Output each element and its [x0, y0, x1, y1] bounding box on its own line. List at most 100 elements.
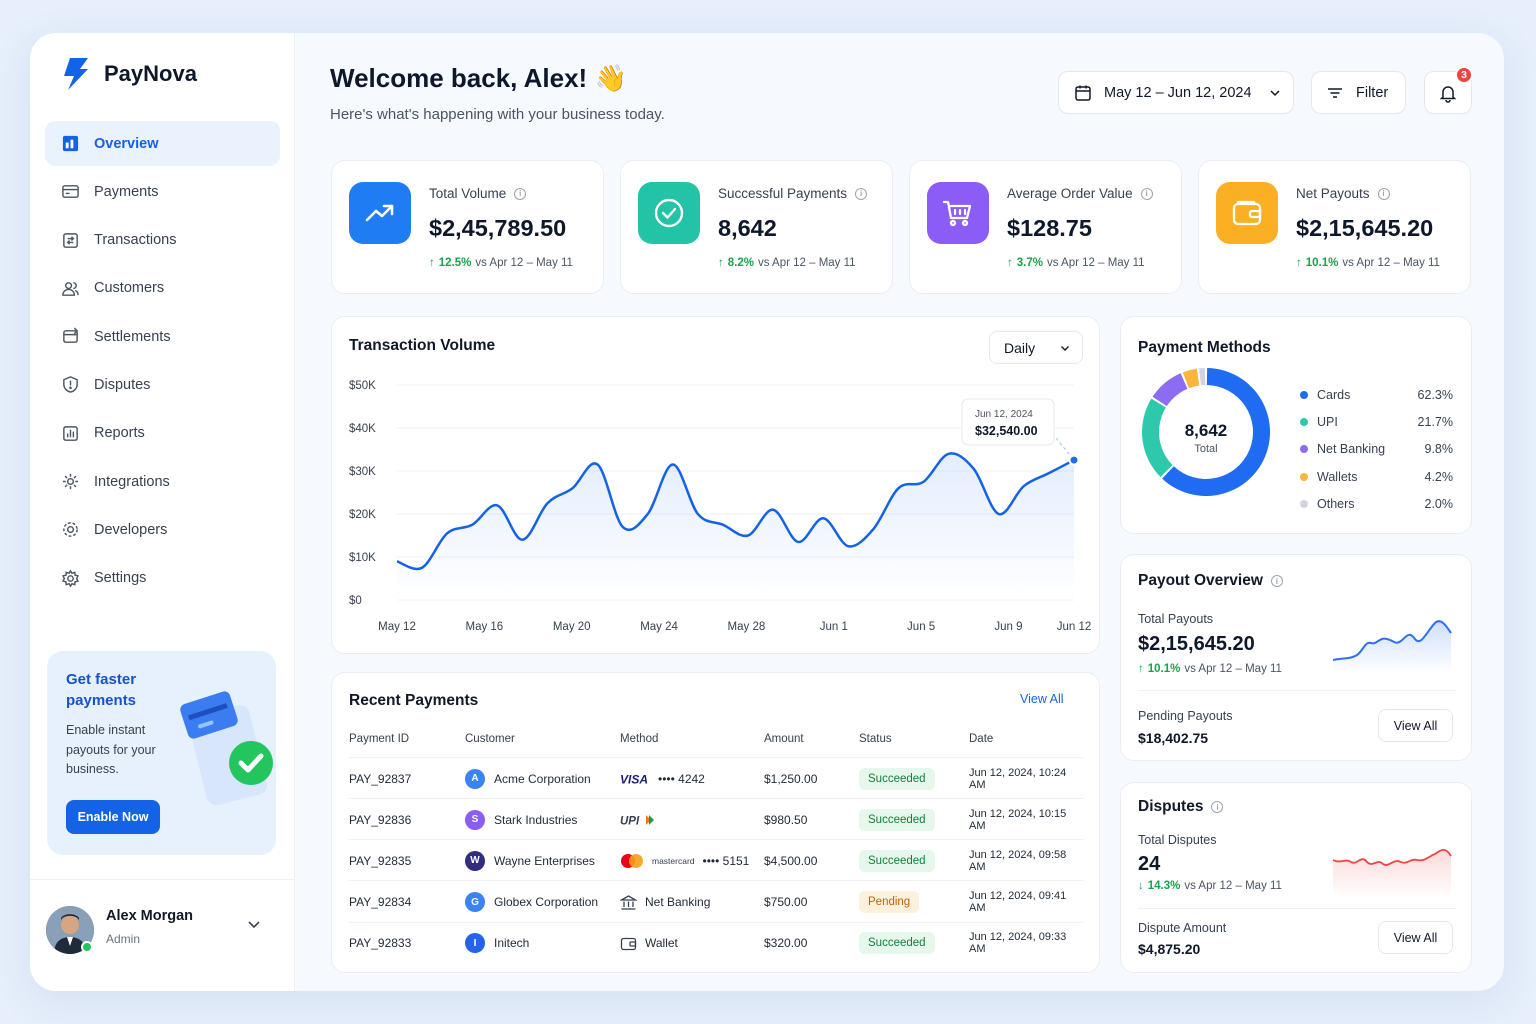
data-point[interactable] — [792, 536, 804, 548]
data-point[interactable] — [918, 476, 930, 488]
data-point[interactable] — [867, 523, 879, 535]
legend-item[interactable]: UPI 21.7% — [1300, 415, 1453, 429]
logo[interactable]: PayNova — [60, 57, 197, 91]
sidebar-item-payments[interactable]: Payments — [45, 169, 280, 214]
donut-slice-wallets[interactable] — [1182, 368, 1200, 389]
data-point[interactable] — [842, 540, 854, 552]
table-row[interactable]: PAY_92834 G Globex Corporation Net Banking $… — [349, 882, 1084, 923]
x-tick-label: May 16 — [465, 621, 503, 633]
data-point[interactable] — [767, 504, 779, 516]
info-icon[interactable]: i — [1270, 575, 1283, 587]
disputes-view-all-button[interactable]: View All — [1378, 921, 1453, 954]
data-point[interactable] — [742, 530, 754, 542]
payment-methods-donut[interactable]: 8,642 Total — [1121, 317, 1473, 535]
column-header-status[interactable]: Status — [859, 733, 892, 745]
total-payouts-value: $2,15,645.20 — [1138, 633, 1255, 655]
recent-payments-view-all-link[interactable]: View All — [1020, 692, 1064, 706]
date-range-picker[interactable]: May 12 – Jun 12, 2024 — [1058, 71, 1294, 114]
payout-view-all-button[interactable]: View All — [1378, 709, 1453, 742]
notifications-button[interactable]: 3 — [1424, 66, 1473, 114]
date-range-label: May 12 – Jun 12, 2024 — [1104, 84, 1252, 101]
info-icon[interactable]: i — [514, 187, 527, 200]
sidebar-item-customers[interactable]: Customers — [45, 266, 280, 311]
mastercard-label: mastercard — [652, 855, 695, 866]
kpi-label: Successful Payments — [718, 186, 848, 201]
promo-title: Get faster payments — [66, 671, 137, 709]
legend-item[interactable]: Cards 62.3% — [1300, 388, 1453, 402]
data-point[interactable] — [717, 519, 729, 531]
donut-slice-net-banking[interactable] — [1152, 373, 1188, 407]
payment-methods-title: Payment Methods — [1138, 339, 1271, 356]
sidebar-item-transactions[interactable]: Transactions — [45, 218, 280, 263]
sidebar-item-overview[interactable]: Overview — [45, 121, 280, 166]
data-point[interactable] — [1018, 480, 1030, 492]
data-point[interactable] — [541, 497, 553, 509]
data-point[interactable] — [466, 519, 478, 531]
filter-button[interactable]: Filter — [1311, 71, 1406, 114]
data-point[interactable] — [441, 527, 453, 539]
data-point[interactable] — [968, 463, 980, 475]
sidebar-item-disputes[interactable]: Disputes — [45, 362, 280, 407]
sidebar-item-label: Payments — [94, 183, 159, 200]
x-tick-label: Jun 5 — [907, 621, 935, 633]
column-header-method[interactable]: Method — [620, 733, 659, 745]
donut-slice-upi[interactable] — [1142, 398, 1173, 478]
data-point[interactable] — [993, 508, 1005, 520]
data-point[interactable] — [592, 459, 604, 471]
card-illustration-icon — [180, 691, 273, 806]
kpi-label-wrap: Net Payouts i — [1296, 186, 1390, 201]
interval-select[interactable]: Daily — [989, 331, 1083, 364]
data-point[interactable] — [617, 521, 629, 533]
kpi-compare: vs Apr 12 – May 11 — [1342, 257, 1440, 269]
column-header-customer[interactable]: Customer — [465, 733, 515, 745]
data-point[interactable] — [516, 534, 528, 546]
data-point[interactable] — [567, 482, 579, 494]
data-point[interactable] — [491, 499, 503, 511]
data-point[interactable] — [817, 512, 829, 524]
donut-slice-cards[interactable] — [1162, 368, 1270, 496]
series-area — [397, 453, 1074, 600]
column-header-date[interactable]: Date — [969, 733, 994, 745]
data-point[interactable] — [692, 508, 704, 520]
cell-method: Net Banking — [620, 882, 710, 923]
data-point[interactable] — [642, 508, 654, 520]
cell-date: Jun 12, 2024, 09:41 AM — [969, 890, 1067, 915]
table-row[interactable]: PAY_92837 A Acme Corporation VISA •••• 4242 $… — [349, 758, 1084, 799]
enable-now-button[interactable]: Enable Now — [66, 800, 160, 834]
column-header-amount[interactable]: Amount — [764, 733, 804, 745]
transaction-volume-chart[interactable]: $0 $10K $20K $30K $40K $50K May 12 May 16 May 20… — [332, 317, 1101, 655]
donut-slice-others[interactable] — [1199, 368, 1206, 386]
chevron-down-icon[interactable] — [246, 916, 262, 932]
info-icon[interactable]: i — [1211, 801, 1224, 813]
info-icon[interactable]: i — [1377, 187, 1390, 200]
legend-item[interactable]: Wallets 4.2% — [1300, 470, 1453, 484]
data-point[interactable] — [1043, 467, 1055, 479]
kpi-card-net-payouts: Net Payouts i $2,15,645.20 ↑ 10.1% vs Apr 1… — [1198, 160, 1471, 294]
disputes-sparkline — [1332, 848, 1452, 898]
table-row[interactable]: PAY_92835 W Wayne Enterprises mastercard •••… — [349, 840, 1084, 882]
table-row[interactable]: PAY_92836 S Stark Industries UPI $980.50 Succ… — [349, 799, 1084, 841]
transactions-icon — [63, 232, 78, 248]
sidebar-item-developers[interactable]: Developers — [45, 507, 280, 552]
table-row[interactable]: PAY_92833 I Initech Wallet $320.00 Succeeded J… — [349, 923, 1084, 964]
data-point[interactable] — [391, 555, 403, 567]
sidebar-item-reports[interactable]: Reports — [45, 411, 280, 456]
legend-item[interactable]: Net Banking 9.8% — [1300, 442, 1453, 456]
data-point[interactable] — [943, 448, 955, 460]
cell-status: Succeeded — [859, 840, 935, 881]
user-profile[interactable]: Alex Morgan Admin — [30, 879, 295, 991]
data-point[interactable] — [667, 459, 679, 471]
info-icon[interactable]: i — [855, 187, 868, 200]
data-point[interactable] — [892, 482, 904, 494]
data-point[interactable] — [416, 562, 428, 574]
customer-name: Initech — [494, 936, 530, 951]
info-icon[interactable]: i — [1140, 187, 1153, 200]
highlighted-point[interactable] — [1068, 454, 1080, 466]
sidebar-item-settlements[interactable]: Settlements — [45, 314, 280, 359]
legend-value: 21.7% — [1417, 415, 1453, 430]
legend-item[interactable]: Others 2.0% — [1300, 497, 1453, 511]
column-header-payment-id[interactable]: Payment ID — [349, 733, 410, 745]
cell-customer: I Initech — [465, 923, 529, 964]
sidebar-item-settings[interactable]: Settings — [45, 556, 280, 601]
sidebar-item-integrations[interactable]: Integrations — [45, 459, 280, 504]
